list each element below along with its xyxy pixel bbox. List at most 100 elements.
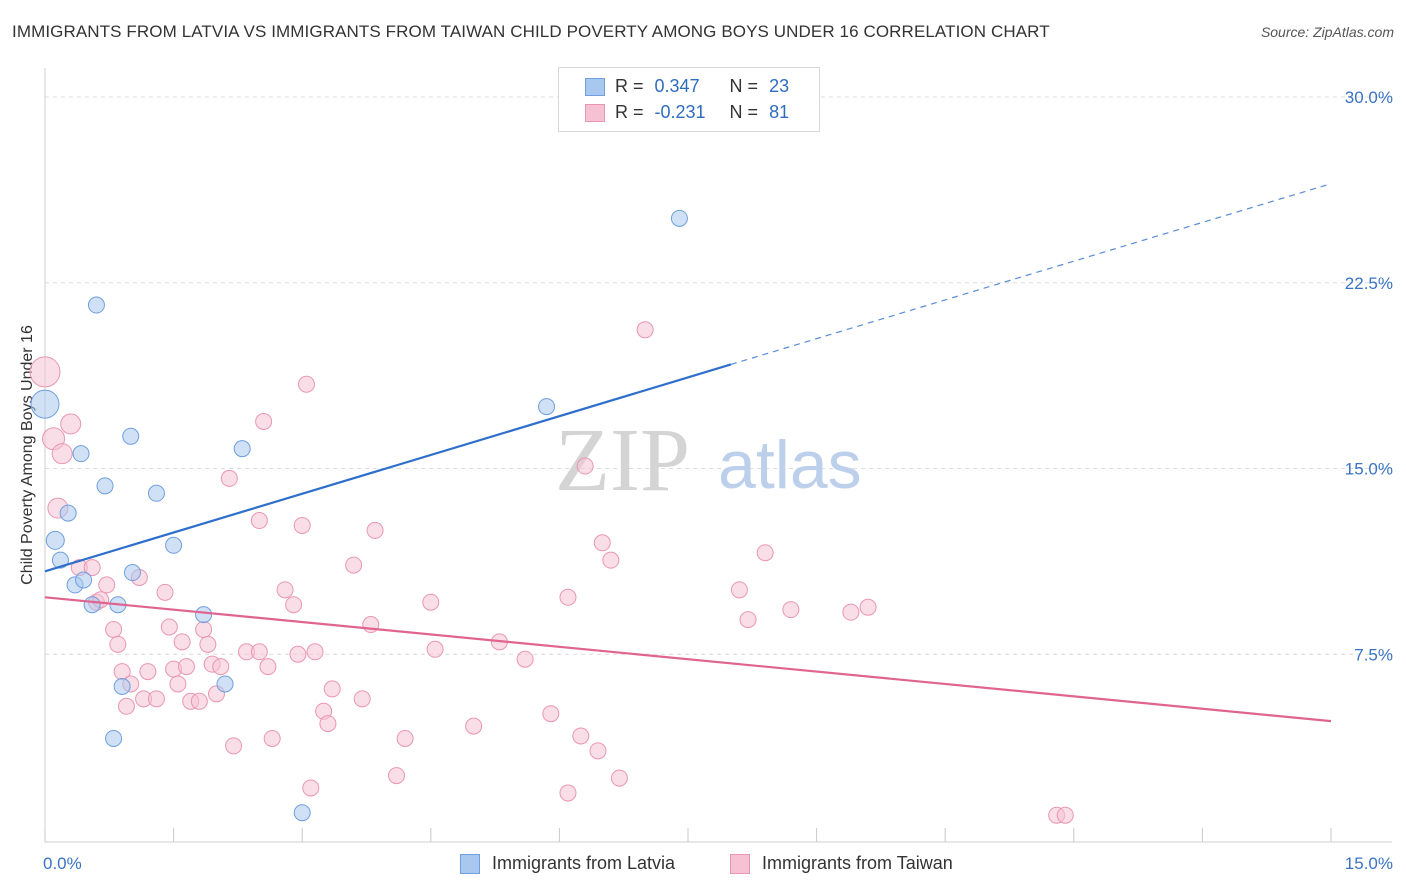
stats-swatch-latvia xyxy=(585,78,605,96)
legend-swatch-taiwan xyxy=(730,854,750,874)
point-taiwan xyxy=(212,658,230,676)
point-taiwan xyxy=(29,356,61,388)
point-latvia xyxy=(233,440,251,458)
point-taiwan xyxy=(263,729,281,747)
watermark: ZIP atlas xyxy=(555,411,862,510)
stats-n-label: N = xyxy=(729,76,759,96)
point-taiwan xyxy=(156,583,174,601)
stats-r-value: -0.231 xyxy=(654,102,706,122)
point-taiwan xyxy=(195,620,213,638)
series-taiwan xyxy=(29,321,1074,824)
trend-lines xyxy=(44,183,1332,723)
point-latvia xyxy=(670,209,688,227)
point-taiwan xyxy=(542,705,560,723)
point-taiwan xyxy=(60,413,82,435)
point-taiwan xyxy=(147,690,165,708)
point-taiwan xyxy=(297,375,315,393)
tick-labels: 7.5% 15.0% 22.5% 30.0% 0.0% 15.0% xyxy=(43,88,1393,873)
stats-n-label: N = xyxy=(729,102,759,122)
point-taiwan xyxy=(516,650,534,668)
point-taiwan xyxy=(199,635,217,653)
y-tick-label: 7.5% xyxy=(1354,645,1393,664)
y-tick-label: 30.0% xyxy=(1345,88,1393,107)
point-taiwan xyxy=(250,512,268,530)
x-tick-label: 0.0% xyxy=(43,854,82,873)
point-latvia xyxy=(75,571,93,589)
point-taiwan xyxy=(306,643,324,661)
point-taiwan xyxy=(782,601,800,619)
point-taiwan xyxy=(589,742,607,760)
point-taiwan xyxy=(293,516,311,534)
point-taiwan xyxy=(177,658,195,676)
point-taiwan xyxy=(285,596,303,614)
stats-n-value: 23 xyxy=(769,76,790,96)
y-tick-label: 22.5% xyxy=(1345,274,1393,293)
stats-box: R = 0.347 N = 23 R = -0.231 N = 81 xyxy=(558,67,820,132)
point-latvia xyxy=(45,530,65,550)
point-taiwan xyxy=(610,769,628,787)
point-taiwan xyxy=(576,457,594,475)
point-latvia xyxy=(113,677,131,695)
point-taiwan xyxy=(636,321,654,339)
stats-r-label: R = xyxy=(615,76,644,96)
point-taiwan xyxy=(220,469,238,487)
point-taiwan xyxy=(593,534,611,552)
point-taiwan xyxy=(465,717,483,735)
legend-swatch-latvia xyxy=(460,854,480,874)
point-taiwan xyxy=(422,593,440,611)
point-taiwan xyxy=(259,658,277,676)
point-taiwan xyxy=(105,620,123,638)
point-taiwan xyxy=(730,581,748,599)
gridlines xyxy=(45,96,1392,655)
point-taiwan xyxy=(302,779,320,797)
x-tick-label: 15.0% xyxy=(1345,854,1393,873)
point-taiwan xyxy=(842,603,860,621)
point-latvia xyxy=(165,536,183,554)
point-taiwan xyxy=(323,680,341,698)
legend-label-taiwan: Immigrants from Taiwan xyxy=(762,853,953,873)
trend-line-latvia-extension xyxy=(730,183,1332,366)
point-latvia xyxy=(123,564,141,582)
point-taiwan xyxy=(117,697,135,715)
point-latvia xyxy=(51,551,69,569)
stats-r-label: R = xyxy=(615,102,644,122)
point-latvia xyxy=(96,477,114,495)
point-taiwan xyxy=(319,715,337,733)
point-taiwan xyxy=(559,784,577,802)
point-taiwan xyxy=(139,663,157,681)
trend-line-taiwan xyxy=(44,596,1332,723)
trend-line-latvia xyxy=(44,363,732,573)
stats-n-value: 81 xyxy=(769,102,790,122)
point-taiwan xyxy=(225,737,243,755)
point-latvia xyxy=(72,445,90,463)
series-latvia xyxy=(30,209,688,822)
point-taiwan xyxy=(345,556,363,574)
chart-title: IMMIGRANTS FROM LATVIA VS IMMIGRANTS FRO… xyxy=(12,22,1050,41)
point-taiwan xyxy=(859,598,877,616)
watermark-atlas: atlas xyxy=(718,427,862,503)
point-latvia xyxy=(59,504,77,522)
point-taiwan xyxy=(276,581,294,599)
point-taiwan xyxy=(83,559,101,577)
point-taiwan xyxy=(739,611,757,629)
point-latvia xyxy=(195,606,213,624)
point-latvia xyxy=(538,398,556,416)
point-taiwan xyxy=(173,633,191,651)
stats-swatch-taiwan xyxy=(585,104,605,122)
point-latvia xyxy=(87,296,105,314)
point-taiwan xyxy=(160,618,178,636)
point-taiwan xyxy=(426,640,444,658)
point-taiwan xyxy=(366,521,384,539)
axes xyxy=(44,68,1392,843)
source-credit: Source: ZipAtlas.com xyxy=(1260,24,1394,40)
point-taiwan xyxy=(255,412,273,430)
point-taiwan xyxy=(109,635,127,653)
legend-label-latvia: Immigrants from Latvia xyxy=(492,853,676,873)
legend: Immigrants from Latvia Immigrants from T… xyxy=(0,852,1406,878)
point-latvia xyxy=(30,389,60,419)
point-taiwan xyxy=(51,443,73,465)
point-taiwan xyxy=(289,645,307,663)
point-taiwan xyxy=(388,767,406,785)
stats-r-value: 0.347 xyxy=(654,76,700,96)
